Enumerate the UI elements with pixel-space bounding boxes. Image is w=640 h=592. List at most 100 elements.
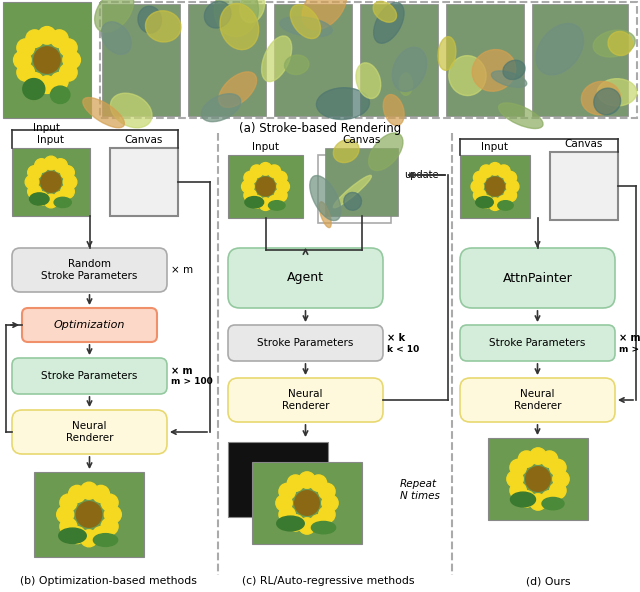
Text: × m: × m [619,333,640,343]
Text: Random
Stroke Parameters: Random Stroke Parameters [42,259,138,281]
Text: (b) Optimization-based methods: (b) Optimization-based methods [20,576,196,586]
Text: Neural
Renderer: Neural Renderer [282,389,329,411]
Circle shape [34,47,60,73]
Circle shape [54,159,67,172]
Ellipse shape [240,0,264,22]
Ellipse shape [356,63,381,98]
Circle shape [294,491,319,515]
Ellipse shape [449,56,486,95]
Bar [100,2,637,118]
Text: Stroke Parameters: Stroke Parameters [42,371,138,381]
Ellipse shape [280,17,332,37]
Circle shape [35,159,48,172]
Circle shape [275,171,287,184]
Ellipse shape [472,50,516,91]
Ellipse shape [219,72,257,107]
Ellipse shape [492,71,527,88]
FancyBboxPatch shape [460,378,615,422]
Bar [188,4,266,116]
Circle shape [550,482,566,498]
Circle shape [507,471,524,487]
Text: × m: × m [171,265,193,275]
Circle shape [256,177,275,196]
Text: (a) Stroke-based Rendering: (a) Stroke-based Rendering [239,122,401,135]
Ellipse shape [214,0,259,37]
Circle shape [486,177,504,196]
Circle shape [497,165,510,178]
Bar [446,4,524,116]
Ellipse shape [511,492,536,507]
Circle shape [504,189,516,202]
Ellipse shape [93,533,118,546]
Circle shape [287,514,304,531]
Circle shape [244,189,257,202]
Circle shape [28,185,42,198]
Circle shape [81,482,97,499]
Text: m > 100: m > 100 [619,345,640,353]
Ellipse shape [399,73,413,95]
Ellipse shape [101,22,131,54]
Circle shape [474,171,486,184]
FancyBboxPatch shape [460,248,615,308]
FancyBboxPatch shape [12,410,167,454]
Ellipse shape [499,103,543,128]
Ellipse shape [373,1,397,22]
Circle shape [518,451,535,467]
Circle shape [319,506,335,523]
Bar [460,155,530,218]
Text: Canvas: Canvas [565,139,603,149]
Text: Stroke Parameters: Stroke Parameters [490,338,586,348]
FancyBboxPatch shape [228,378,383,422]
Circle shape [101,494,118,511]
Ellipse shape [597,79,637,106]
Bar [110,148,178,216]
Ellipse shape [536,24,584,75]
Circle shape [63,51,81,69]
Circle shape [104,506,122,523]
Circle shape [480,195,493,208]
FancyBboxPatch shape [228,248,383,308]
Text: update: update [404,170,438,180]
Circle shape [54,192,67,205]
Circle shape [13,51,31,69]
FancyBboxPatch shape [460,325,615,361]
Ellipse shape [285,55,309,75]
Ellipse shape [51,86,70,104]
Ellipse shape [110,93,152,128]
Bar [228,442,328,517]
Circle shape [299,518,315,534]
Text: (c) RL/Auto-regressive methods: (c) RL/Auto-regressive methods [242,576,414,586]
Ellipse shape [262,36,292,82]
Text: Canvas: Canvas [125,135,163,145]
Circle shape [63,175,77,189]
Bar [318,155,391,223]
Circle shape [489,163,501,175]
Circle shape [25,175,39,189]
Text: AttnPainter: AttnPainter [502,272,572,285]
Bar [550,152,618,220]
Ellipse shape [245,197,264,208]
Ellipse shape [392,47,427,92]
Ellipse shape [608,31,632,56]
Circle shape [310,514,326,531]
Ellipse shape [503,60,525,79]
Bar [34,472,144,557]
Ellipse shape [54,197,71,208]
Circle shape [279,483,295,500]
Bar [228,155,303,218]
Circle shape [26,73,44,90]
Circle shape [259,198,272,210]
Text: Input: Input [33,123,61,133]
Ellipse shape [312,522,335,534]
Ellipse shape [276,516,304,531]
Text: (d) Ours: (d) Ours [525,576,570,586]
Circle shape [510,482,526,498]
Ellipse shape [333,175,371,208]
Circle shape [506,180,519,193]
Circle shape [530,494,546,510]
Circle shape [259,163,272,175]
Circle shape [244,171,257,184]
Text: Agent: Agent [287,272,324,285]
Bar [360,4,438,116]
Ellipse shape [83,98,124,128]
